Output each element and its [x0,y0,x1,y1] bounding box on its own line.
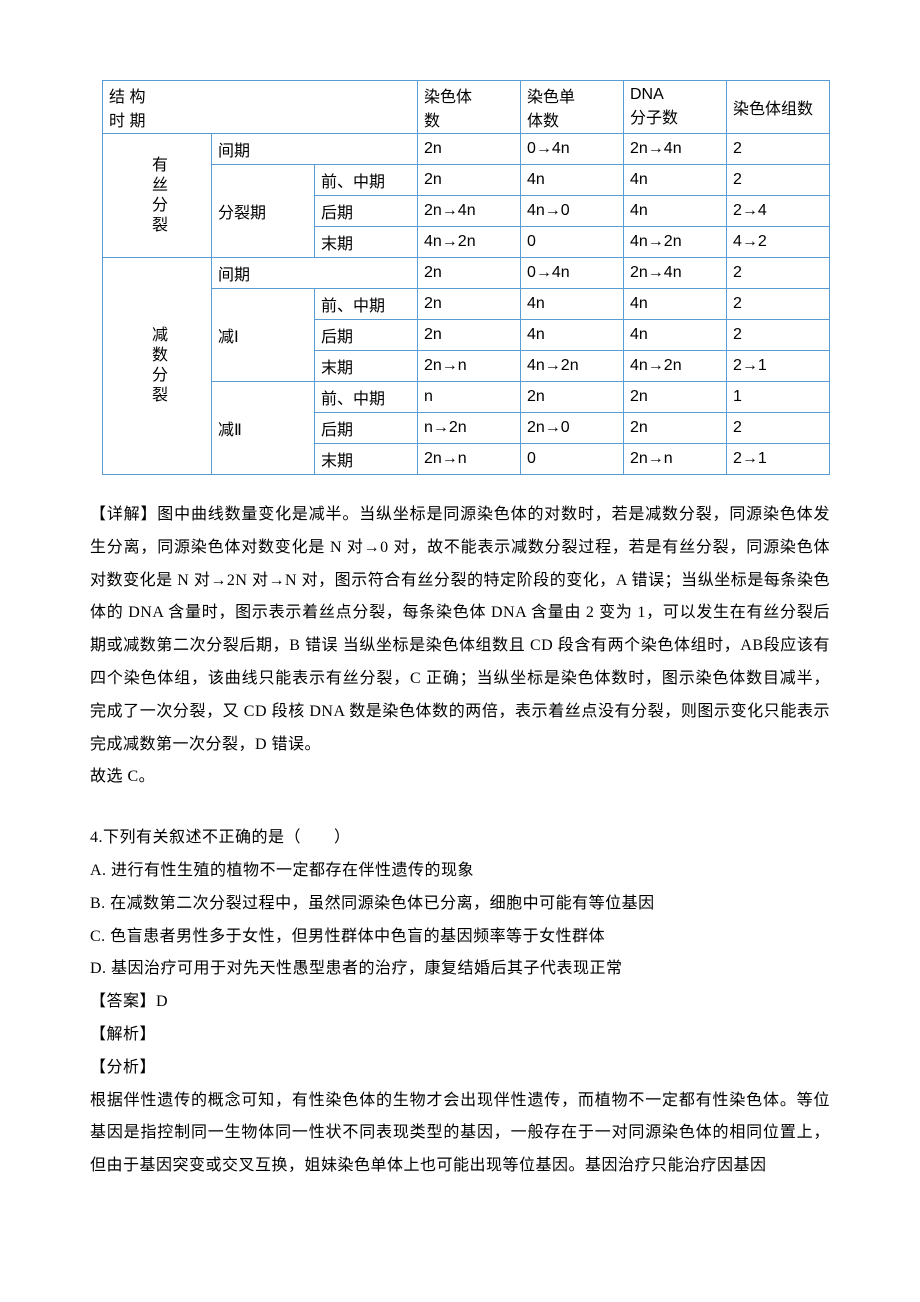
q4-answer: 【答案】D [90,986,830,1019]
q4-analysis-body: 根据伴性遗传的概念可知，有性染色体的生物才会出现伴性遗传，而植物不一定都有性染色… [90,1085,830,1183]
q4-option-a: A. 进行有性生殖的植物不一定都存在伴性遗传的现象 [90,855,830,888]
q4-option-b: B. 在减数第二次分裂过程中，虽然同源染色体已分离，细胞中可能有等位基因 [90,888,830,921]
col-dna: DNA 分子数 [624,81,727,134]
mitosis-label: 有丝分裂 [103,134,212,258]
table-row: 减Ⅰ 前、中期 2n 4n 4n 2 [103,289,830,320]
q4-stem: 4.下列有关叙述不正确的是（ ） [90,822,830,855]
meiosis-label: 减数分裂 [103,258,212,475]
meiosis2-label: 减Ⅱ [212,382,315,475]
col-set: 染色体组数 [727,81,830,134]
q4-analysis-head: 【分析】 [90,1052,830,1085]
analysis-detail: 【详解】图中曲线数量变化是减半。当纵坐标是同源染色体的对数时，若是减数分裂，同源… [90,499,830,761]
col-chromatid: 染色单 体数 [521,81,624,134]
q4-option-d: D. 基因治疗可用于对先天性愚型患者的治疗，康复结婚后其子代表现正常 [90,953,830,986]
analysis-choice: 故选 C。 [90,761,830,794]
q4-explain-head: 【解析】 [90,1019,830,1052]
cell-division-table: 结 构 时 期 染色体 数 染色单 体数 DNA 分子数 染色体组数 有丝分裂 … [102,80,830,475]
division-label: 分裂期 [212,165,315,258]
col-chromosome: 染色体 数 [418,81,521,134]
table-row: 减Ⅱ 前、中期 n 2n 2n 1 [103,382,830,413]
table-row: 分裂期 前、中期 2n 4n 4n 2 [103,165,830,196]
table-row: 减数分裂 间期 2n 0→4n 2n→4n 2 [103,258,830,289]
meiosis1-label: 减Ⅰ [212,289,315,382]
q4-option-c: C. 色盲患者男性多于女性，但男性群体中色盲的基因频率等于女性群体 [90,921,830,954]
col-structure-period: 结 构 时 期 [103,81,418,134]
table-row: 有丝分裂 间期 2n 0→4n 2n→4n 2 [103,134,830,165]
